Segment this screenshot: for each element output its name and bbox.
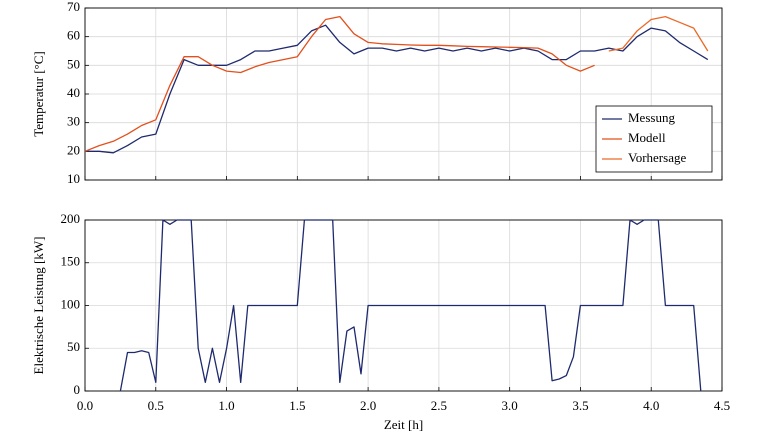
x-tick-label: 1.5: [289, 398, 305, 413]
x-tick-label: 3.0: [502, 398, 518, 413]
data-line: [84, 15, 595, 152]
legend-label: Modell: [628, 130, 666, 145]
x-tick-label: 4.5: [714, 398, 730, 413]
x-tick-label: 3.5: [572, 398, 588, 413]
data-line: [608, 15, 709, 52]
legend-label: Vorhersage: [628, 150, 686, 165]
x-tick-label: 1.0: [218, 398, 234, 413]
y-tick-label: 50: [67, 56, 80, 71]
y-tick-label: 40: [67, 85, 80, 100]
y-tick-label: 200: [61, 211, 81, 226]
x-tick-label: 0.5: [148, 398, 164, 413]
y-tick-label: 150: [61, 254, 81, 269]
x-tick-label: 4.0: [643, 398, 659, 413]
data-line: [85, 24, 709, 154]
data-line: [119, 219, 702, 392]
y-tick-label: 0: [74, 382, 81, 397]
y-tick-label: 50: [67, 339, 80, 354]
y-tick-label: 30: [67, 114, 80, 129]
y-axis-label: Elektrische Leistung [kW]: [31, 237, 46, 375]
x-tick-label: 2.5: [431, 398, 447, 413]
y-tick-label: 60: [67, 28, 80, 43]
legend-label: Messung: [628, 110, 675, 125]
y-tick-label: 10: [67, 171, 80, 186]
y-tick-label: 20: [67, 142, 80, 157]
plot-frame: [84, 219, 723, 392]
x-tick-label: 0.0: [77, 398, 93, 413]
y-tick-label: 100: [61, 296, 81, 311]
y-axis-label: Temperatur [°C]: [31, 51, 46, 137]
plot-frame: [84, 7, 723, 181]
x-axis-label: Zeit [h]: [384, 417, 423, 432]
y-tick-label: 70: [67, 0, 80, 14]
x-tick-label: 2.0: [360, 398, 376, 413]
